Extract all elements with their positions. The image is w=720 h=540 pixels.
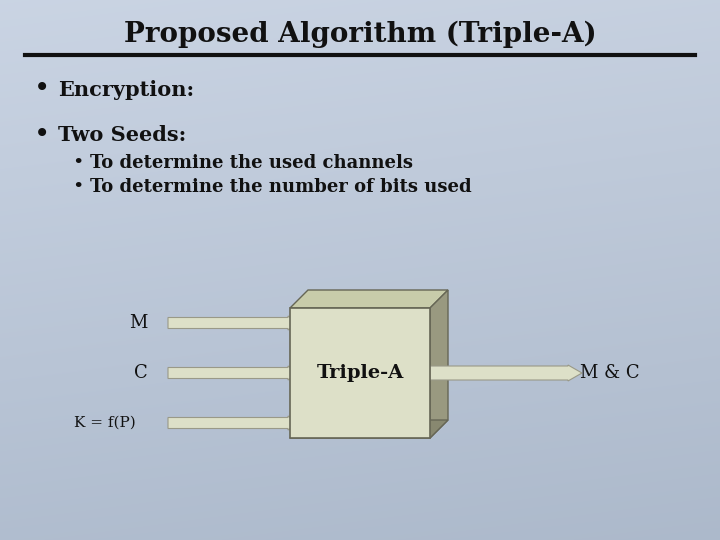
- Text: •: •: [72, 178, 84, 196]
- FancyArrow shape: [168, 416, 300, 430]
- Text: K = f(P): K = f(P): [74, 416, 136, 430]
- Text: •: •: [34, 122, 50, 148]
- FancyArrow shape: [168, 316, 300, 330]
- Text: To determine the number of bits used: To determine the number of bits used: [90, 178, 472, 196]
- Text: M & C: M & C: [580, 364, 639, 382]
- Polygon shape: [290, 290, 448, 308]
- Text: C: C: [134, 364, 148, 382]
- Polygon shape: [430, 290, 448, 438]
- Polygon shape: [290, 420, 448, 438]
- Text: M: M: [130, 314, 148, 332]
- Text: Two Seeds:: Two Seeds:: [58, 125, 186, 145]
- Bar: [290, 308, 430, 438]
- Text: •: •: [72, 154, 84, 172]
- Text: Encryption:: Encryption:: [58, 80, 194, 100]
- FancyArrow shape: [168, 366, 300, 380]
- Text: •: •: [34, 77, 50, 104]
- Text: Triple-A: Triple-A: [316, 364, 404, 382]
- Text: To determine the used channels: To determine the used channels: [90, 154, 413, 172]
- Text: Proposed Algorithm (Triple-A): Proposed Algorithm (Triple-A): [124, 21, 596, 48]
- FancyArrow shape: [430, 365, 582, 381]
